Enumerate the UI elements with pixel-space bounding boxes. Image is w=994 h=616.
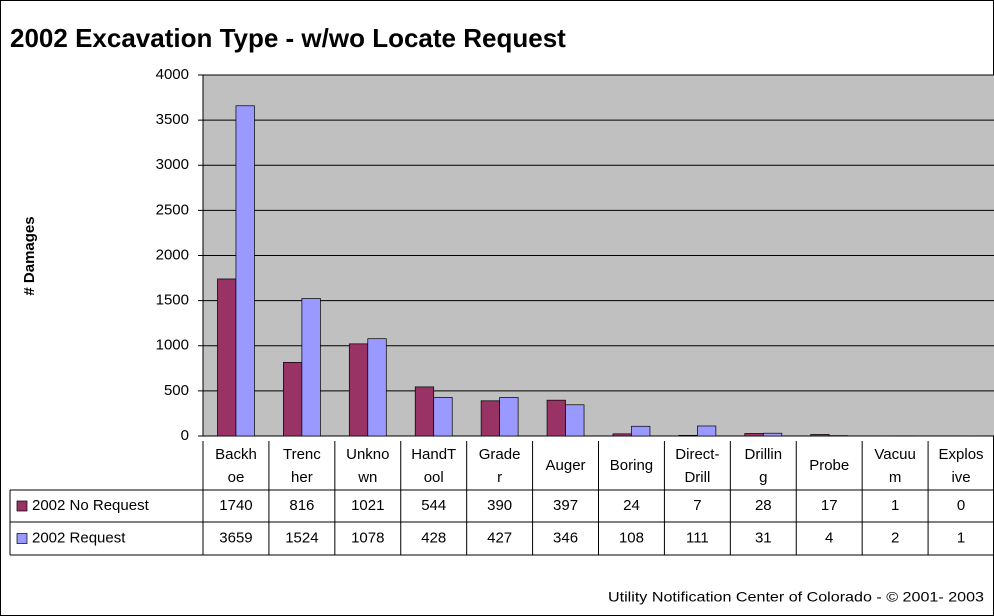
x-tick-label: Grade r — [479, 446, 521, 486]
table-value: 31 — [755, 529, 772, 546]
bar — [697, 425, 717, 437]
table-value: 1 — [891, 497, 899, 514]
table-value: 28 — [755, 497, 772, 514]
bar — [217, 278, 237, 437]
table-value: 17 — [821, 497, 838, 514]
table-value: 427 — [487, 529, 512, 546]
y-axis-label: # Damages — [21, 216, 38, 295]
table-value: 390 — [487, 497, 512, 514]
x-tick-label: Direct-Drill — [675, 446, 719, 486]
y-tick-label: 1500 — [156, 292, 189, 309]
x-tick-label: Backh oe — [215, 446, 257, 486]
bar — [499, 397, 519, 437]
table-value: 397 — [553, 497, 578, 514]
legend-key — [16, 533, 28, 544]
table-value: 108 — [619, 529, 644, 546]
bar — [565, 404, 585, 437]
bar — [678, 435, 698, 437]
x-tick-label: Trenc her — [283, 446, 321, 486]
bar — [283, 362, 303, 437]
y-tick-label: 0 — [181, 427, 189, 444]
table-value: 7 — [693, 497, 701, 514]
y-tick-label: 3000 — [156, 156, 189, 173]
table-value: 1 — [957, 529, 965, 546]
y-tick-label: 2000 — [156, 246, 189, 263]
x-tick-label: Vacuu m — [874, 446, 915, 486]
bar — [612, 433, 632, 437]
table-value: 4 — [825, 529, 833, 546]
bar — [810, 434, 830, 437]
x-tick-label: HandT ool — [411, 446, 456, 486]
bar — [433, 397, 453, 437]
table-value: 428 — [421, 529, 446, 546]
table-value: 2 — [891, 529, 899, 546]
table-value: 1078 — [351, 529, 384, 546]
bar — [480, 400, 500, 437]
bar — [631, 425, 651, 437]
table-value: 3659 — [219, 529, 252, 546]
x-tick-label: Boring — [610, 457, 653, 474]
table-value: 1740 — [219, 497, 252, 514]
bar — [235, 105, 255, 437]
x-tick-label: Auger — [546, 457, 586, 474]
table-value: 1021 — [351, 497, 384, 514]
footer: Utility Notification Center of Colorado … — [608, 589, 984, 605]
y-tick-label: 1000 — [156, 337, 189, 354]
bar — [301, 298, 321, 437]
y-tick-label: 2500 — [156, 201, 189, 218]
bar — [546, 399, 566, 437]
x-tick-label: Drillin g — [745, 446, 783, 486]
bar — [744, 433, 764, 437]
bar — [414, 386, 435, 437]
table-value: 111 — [686, 529, 709, 546]
table-value: 0 — [957, 497, 965, 514]
chart-title: 2002 Excavation Type - w/wo Locate Reque… — [10, 23, 566, 53]
table-value: 24 — [623, 497, 640, 514]
table-value: 346 — [553, 529, 578, 546]
legend-label: 2002 No Request — [32, 497, 150, 514]
x-tick-label: Probe — [809, 457, 849, 474]
table-value: 1524 — [285, 529, 318, 546]
y-tick-label: 3500 — [156, 111, 189, 128]
bar — [348, 343, 369, 437]
x-tick-label: Unkno wn — [346, 446, 389, 486]
table-value: 816 — [289, 497, 314, 514]
x-tick-label: Explos ive — [939, 446, 984, 486]
table-value: 544 — [421, 497, 446, 514]
legend-label: 2002 Request — [32, 529, 126, 546]
y-tick-label: 4000 — [156, 66, 189, 83]
bar — [367, 338, 387, 437]
y-tick-label: 500 — [164, 382, 189, 399]
legend-key — [16, 500, 28, 512]
bar — [762, 432, 783, 437]
